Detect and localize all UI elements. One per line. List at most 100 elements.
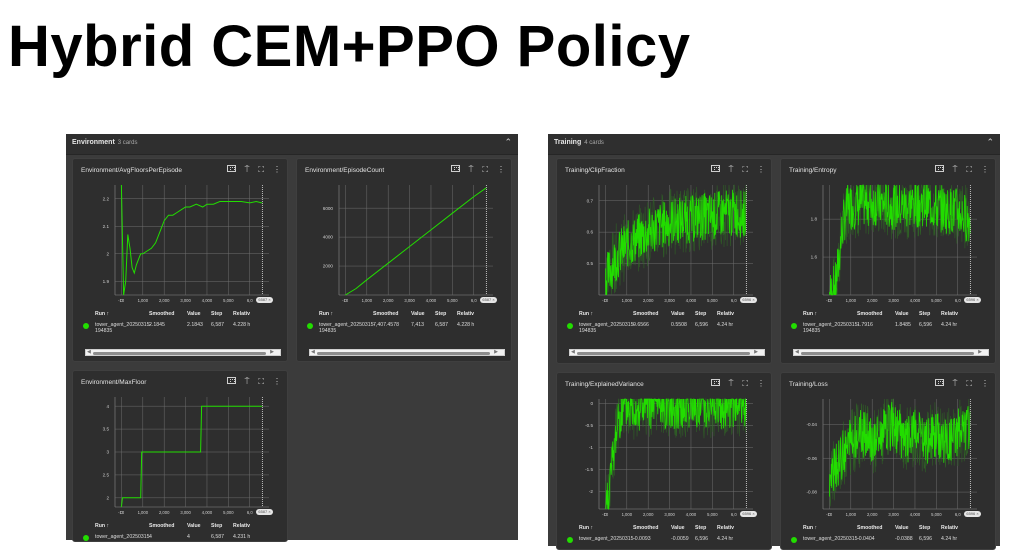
svg-text:1,000: 1,000 (622, 298, 633, 303)
pin-icon[interactable]: ⍑ (728, 378, 734, 388)
more-vert-icon[interactable]: ⋮ (981, 164, 989, 174)
relative-time: 4.24 hr (717, 536, 734, 542)
svg-text:0.7: 0.7 (587, 198, 594, 203)
step-badge[interactable]: 6596 × (740, 297, 757, 303)
step-badge[interactable]: 6587 × (480, 297, 497, 303)
fit-domain-icon[interactable] (710, 165, 720, 174)
card-title: Training/ExplainedVariance (565, 381, 644, 388)
pin-icon[interactable]: ⍑ (244, 164, 250, 174)
svg-text:3,000: 3,000 (888, 298, 899, 303)
fullscreen-icon[interactable]: ⛶ (258, 164, 264, 174)
pin-icon[interactable]: ⍑ (244, 376, 250, 386)
chart-card: Environment/AvgFloorsPerEpisode ⍑ ⛶ ⋮ -1… (72, 158, 288, 362)
col-value: Value (671, 311, 685, 317)
col-run[interactable]: Run ↑ (579, 525, 594, 531)
fullscreen-icon[interactable]: ⛶ (258, 376, 264, 386)
col-run[interactable]: Run ↑ (803, 525, 818, 531)
fit-domain-icon[interactable] (934, 165, 944, 174)
more-vert-icon[interactable]: ⋮ (497, 164, 505, 174)
more-vert-icon[interactable]: ⋮ (981, 378, 989, 388)
svg-text:-10: -10 (342, 298, 349, 303)
more-vert-icon[interactable]: ⋮ (757, 378, 765, 388)
smoothed-value: 7,407.4578 (373, 322, 399, 328)
pin-icon[interactable]: ⍑ (468, 164, 474, 174)
svg-text:6000: 6000 (323, 206, 334, 211)
scrollbar-thumb[interactable] (801, 351, 974, 355)
chevron-up-icon[interactable]: ⌃ (504, 137, 512, 147)
svg-text:2,000: 2,000 (867, 512, 878, 517)
fit-domain-icon[interactable] (710, 379, 720, 388)
col-smoothed: Smoothed (857, 311, 883, 317)
line-chart[interactable]: -10 0 1,000 2,000 3,000 4,000 5,000 6,0 -2 -1.5 -1… (557, 373, 773, 523)
col-run[interactable]: Run ↑ (579, 311, 594, 317)
scroll-right-icon[interactable]: ▶ (978, 349, 982, 355)
more-vert-icon[interactable]: ⋮ (273, 376, 281, 386)
smoothed-value: -0.0404 (857, 536, 875, 542)
chevron-up-icon[interactable]: ⌃ (986, 137, 994, 147)
col-run[interactable]: Run ↑ (319, 311, 334, 317)
line-chart[interactable]: -10 0 1,000 2,000 3,000 4,000 5,000 6,0 2 2.5 3 3.5… (73, 371, 289, 521)
more-vert-icon[interactable]: ⋮ (757, 164, 765, 174)
fullscreen-icon[interactable]: ⛶ (966, 164, 972, 174)
smoothed-value: 0.6566 (633, 322, 649, 328)
line-chart[interactable]: -10 0 1,000 2,000 3,000 4,000 5,000 6,0 1.9 2 2.1 2… (73, 159, 289, 309)
svg-text:2: 2 (106, 251, 109, 256)
col-relative: Relativ (233, 523, 251, 529)
step-badge[interactable]: 6587 × (256, 297, 273, 303)
scrollbar-thumb[interactable] (93, 351, 266, 355)
line-chart[interactable]: -10 0 1,000 2,000 3,000 4,000 5,000 6,0 0.5 0.6 0.… (557, 159, 773, 309)
step: 6,587 (211, 322, 224, 328)
scroll-left-icon[interactable]: ◀ (795, 349, 799, 355)
panel-header[interactable]: Environment 3 cards ⌃ (66, 134, 518, 155)
svg-text:6,0: 6,0 (731, 298, 737, 303)
scroll-right-icon[interactable]: ▶ (270, 349, 274, 355)
pin-icon[interactable]: ⍑ (728, 164, 734, 174)
fullscreen-icon[interactable]: ⛶ (742, 164, 748, 174)
line-chart[interactable]: -10 0 1,000 2,000 3,000 4,000 5,000 6,0 2000 4000… (297, 159, 513, 309)
scrollbar-thumb[interactable] (577, 351, 750, 355)
value: -0.0388 (895, 536, 913, 542)
fit-domain-icon[interactable] (934, 379, 944, 388)
svg-text:2: 2 (106, 495, 109, 500)
col-run[interactable]: Run ↑ (95, 523, 110, 529)
svg-text:5,000: 5,000 (707, 512, 718, 517)
line-chart[interactable]: -10 0 1,000 2,000 3,000 4,000 5,000 6,0 -0.08 -0.… (781, 373, 997, 523)
scroll-left-icon[interactable]: ◀ (311, 349, 315, 355)
step: 6,596 (695, 536, 708, 542)
scroll-right-icon[interactable]: ▶ (494, 349, 498, 355)
horizontal-scrollbar[interactable]: ◀ ▶ (793, 349, 989, 356)
table-header: Run ↑ Smoothed Value Step Relativ (789, 525, 989, 531)
pin-icon[interactable]: ⍑ (952, 378, 958, 388)
more-vert-icon[interactable]: ⋮ (273, 164, 281, 174)
horizontal-scrollbar[interactable]: ◀ ▶ (569, 349, 765, 356)
fullscreen-icon[interactable]: ⛶ (742, 378, 748, 388)
svg-text:1,000: 1,000 (138, 510, 149, 515)
table-row: tower_agent_20250315- 4 4 6,587 4.231 h (81, 534, 281, 541)
step-badge[interactable]: 6596 × (964, 511, 981, 517)
pin-icon[interactable]: ⍑ (952, 164, 958, 174)
panel-header[interactable]: Training 4 cards ⌃ (548, 134, 1000, 155)
svg-text:0: 0 (344, 298, 347, 303)
horizontal-scrollbar[interactable]: ◀ ▶ (309, 349, 505, 356)
horizontal-scrollbar[interactable]: ◀ ▶ (85, 349, 281, 356)
col-step: Step (919, 525, 931, 531)
fullscreen-icon[interactable]: ⛶ (482, 164, 488, 174)
col-run[interactable]: Run ↑ (95, 311, 110, 317)
fit-domain-icon[interactable] (450, 165, 460, 174)
scroll-left-icon[interactable]: ◀ (87, 349, 91, 355)
fullscreen-icon[interactable]: ⛶ (966, 378, 972, 388)
scroll-left-icon[interactable]: ◀ (571, 349, 575, 355)
run-name: tower_agent_20250315- 194835 (305, 322, 375, 334)
scrollbar-thumb[interactable] (317, 351, 490, 355)
line-chart[interactable]: -10 0 1,000 2,000 3,000 4,000 5,000 6,0 1.6 1.8 65… (781, 159, 997, 309)
col-run[interactable]: Run ↑ (803, 311, 818, 317)
step-badge[interactable]: 6587 × (256, 509, 273, 515)
svg-text:5,000: 5,000 (447, 298, 458, 303)
svg-text:0: 0 (604, 298, 607, 303)
scroll-right-icon[interactable]: ▶ (754, 349, 758, 355)
fit-domain-icon[interactable] (226, 165, 236, 174)
step-badge[interactable]: 6596 × (964, 297, 981, 303)
fit-domain-icon[interactable] (226, 377, 236, 386)
svg-text:1,000: 1,000 (622, 512, 633, 517)
step-badge[interactable]: 6596 × (740, 511, 757, 517)
